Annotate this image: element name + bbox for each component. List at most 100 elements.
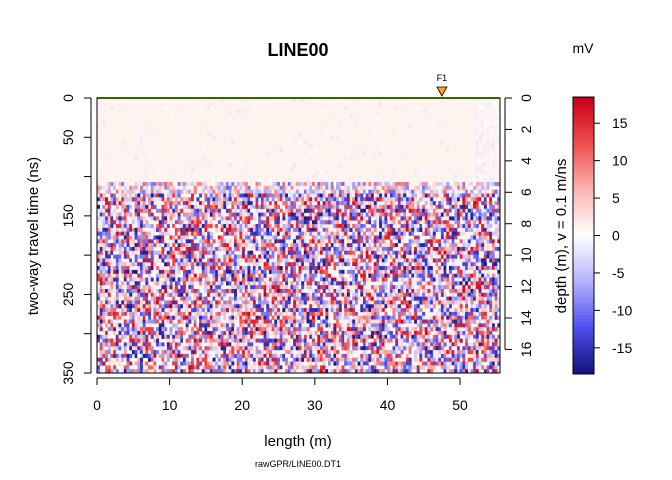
heatmap-cell: [346, 319, 350, 324]
heatmap-cell: [346, 262, 350, 267]
heatmap-cell: [274, 311, 278, 317]
heatmap-cell: [478, 132, 482, 137]
heatmap-cell: [148, 288, 152, 294]
heatmap-cell: [234, 216, 238, 221]
heatmap-cell: [325, 311, 329, 317]
heatmap-cell: [491, 189, 495, 194]
heatmap-cell: [446, 204, 450, 210]
heatmap-cell: [443, 220, 447, 225]
heatmap-cell: [244, 212, 248, 217]
heatmap-cell: [384, 266, 388, 271]
heatmap-cell: [397, 269, 401, 274]
heatmap-cell: [107, 220, 111, 225]
heatmap-cell: [293, 315, 297, 320]
heatmap-cell: [457, 246, 460, 252]
heatmap-cell: [459, 185, 463, 190]
heatmap-cell: [215, 212, 219, 217]
heatmap-cell: [223, 300, 227, 305]
heatmap-cell: [231, 288, 235, 294]
heatmap-cell: [199, 224, 203, 229]
heatmap-cell: [266, 204, 270, 210]
heatmap-cell: [225, 300, 229, 305]
heatmap-cell: [182, 262, 186, 267]
heatmap-cell: [131, 315, 135, 320]
heatmap-cell: [483, 250, 487, 255]
heatmap-cell: [293, 239, 297, 244]
heatmap-cell: [379, 323, 383, 328]
heatmap-cell: [481, 109, 485, 114]
heatmap-cell: [379, 143, 383, 148]
heatmap-cell: [344, 204, 348, 210]
heatmap-cell: [381, 262, 385, 267]
heatmap-cell: [440, 262, 444, 267]
heatmap-cell: [467, 273, 471, 278]
heatmap-cell: [196, 204, 200, 210]
marker-f1[interactable]: F1: [436, 73, 448, 97]
heatmap-cell: [414, 315, 418, 320]
heatmap-cell: [473, 281, 477, 286]
heatmap-cell: [416, 300, 420, 305]
heatmap-cell: [427, 285, 431, 290]
heatmap-cell: [330, 231, 334, 236]
heatmap-cell: [349, 246, 353, 252]
heatmap-cell: [373, 193, 377, 198]
heatmap-cell: [360, 288, 364, 294]
heatmap-cell: [247, 269, 251, 274]
heatmap-cell: [400, 204, 404, 210]
heatmap-cell: [277, 212, 280, 217]
heatmap-cell: [430, 315, 434, 320]
heatmap-cell: [158, 323, 162, 328]
heatmap-cell: [405, 208, 409, 213]
heatmap-cell: [263, 197, 267, 202]
heatmap-cell: [266, 288, 270, 294]
heatmap-cell: [400, 292, 404, 297]
heatmap-cell: [392, 193, 396, 198]
heatmap-cell: [191, 327, 195, 332]
heatmap-cell: [285, 319, 289, 324]
heatmap-cell: [204, 311, 208, 317]
heatmap-cell: [481, 243, 485, 248]
heatmap-cell: [467, 235, 471, 240]
heatmap-cell: [330, 182, 334, 187]
heatmap-cell: [137, 311, 141, 317]
heatmap-cell: [123, 327, 127, 332]
heatmap-cell: [486, 246, 490, 252]
heatmap-cell: [252, 281, 256, 286]
heatmap-cell: [322, 319, 326, 324]
heatmap-cell: [438, 281, 442, 286]
heatmap-cell: [389, 185, 393, 190]
heatmap-cell: [319, 281, 323, 286]
heatmap-cell: [131, 220, 135, 225]
heatmap-cell: [389, 250, 393, 255]
heatmap-cell: [201, 273, 205, 278]
heatmap-cell: [416, 254, 420, 259]
heatmap-cell: [201, 323, 205, 328]
heatmap-cell: [148, 323, 152, 328]
heatmap-cell: [483, 304, 487, 309]
heatmap-cell: [328, 216, 332, 221]
heatmap-cell: [177, 319, 181, 324]
heatmap-cell: [497, 243, 500, 248]
heatmap-cell: [185, 197, 189, 202]
heatmap-cell: [123, 227, 127, 232]
heatmap-cell: [376, 292, 380, 297]
heatmap-cell: [306, 204, 310, 210]
heatmap-cell: [462, 254, 466, 259]
heatmap-cell: [121, 182, 125, 187]
heatmap-cell: [279, 239, 283, 244]
heatmap-cell: [352, 235, 356, 240]
heatmap-cell: [411, 315, 415, 320]
heatmap-cell: [290, 246, 294, 252]
heatmap-cell: [322, 246, 326, 252]
heatmap-cell: [188, 311, 192, 317]
heatmap-cell: [317, 212, 321, 217]
heatmap-cell: [129, 204, 133, 210]
heatmap-cell: [475, 143, 479, 148]
heatmap-cell: [110, 266, 114, 271]
heatmap-cell: [376, 285, 380, 290]
heatmap-cell: [467, 292, 471, 297]
heatmap-cell: [258, 315, 262, 320]
heatmap-cell: [121, 292, 125, 297]
heatmap-cell: [126, 227, 130, 232]
heatmap-cell: [371, 197, 375, 202]
